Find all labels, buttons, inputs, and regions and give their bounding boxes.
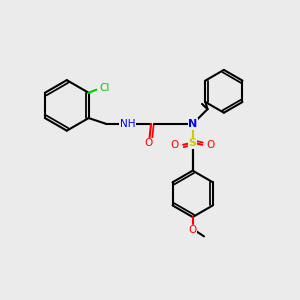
Text: Cl: Cl [99,83,110,93]
Text: S: S [189,138,197,148]
Text: NH: NH [119,119,135,129]
Text: O: O [171,140,179,150]
Text: O: O [206,140,214,150]
Text: O: O [189,225,197,236]
Text: O: O [144,138,152,148]
Text: N: N [188,119,197,129]
